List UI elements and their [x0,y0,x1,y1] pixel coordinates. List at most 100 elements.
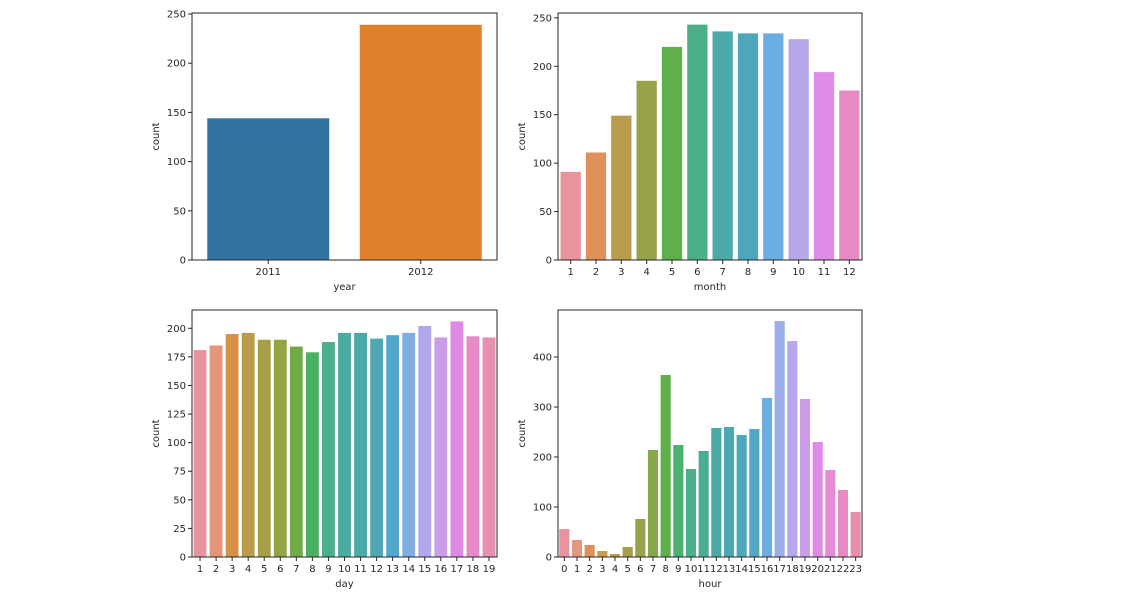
bar-hour-0 [559,529,570,557]
x-tick-label: 10 [338,564,351,575]
x-tick-label: 5 [261,564,267,575]
bar-month-11 [813,72,835,260]
bar-hour-22 [837,490,849,557]
x-tick-label: 6 [637,564,643,575]
y-axis-label: count [151,122,162,150]
bar-day-4 [241,332,255,557]
x-axis-label: year [333,282,356,293]
bar-month-4 [636,80,657,260]
bar-month-2 [585,152,607,260]
bar-day-5 [257,339,271,557]
x-tick-label: 1 [197,564,203,575]
bar-day-12 [370,338,384,557]
axes-frame [557,309,863,558]
bar-day-9 [322,342,335,557]
x-tick-label: 3 [599,564,605,575]
x-tick-label: 21 [824,564,837,575]
bar-day-1 [193,350,207,557]
x-tick-label: 2011 [256,267,281,278]
y-tick-label: 50 [173,206,186,217]
x-tick-label: 20 [811,564,824,575]
bar-hour-20 [812,442,823,557]
bar-day-10 [338,332,351,557]
subplot-hour: 0 1 2 3 4 5 6 7 8 9 10 11 12 13 14 15 16 17 18 19 20 21 22 2301… [517,309,863,590]
x-tick-label: 18 [786,564,799,575]
y-tick-label: 0 [180,553,186,564]
y-tick-label: 75 [173,467,186,478]
bar-hour-13 [723,427,735,557]
y-tick-label: 25 [173,524,186,535]
y-tick-label: 50 [173,495,186,506]
bar-month-12 [839,90,860,260]
x-tick-label: 12 [710,564,723,575]
bar-day-3 [225,334,239,557]
x-tick-label: 15 [418,564,431,575]
x-tick-label: 2 [213,564,219,575]
axes-frame [557,12,863,261]
x-tick-label: 4 [612,564,618,575]
x-tick-label: 6 [277,564,283,575]
bar-hour-14 [736,435,747,557]
x-tick-label: 11 [354,564,367,575]
x-tick-label: 13 [386,564,399,575]
x-tick-label: 19 [799,564,812,575]
x-tick-label: 3 [229,564,235,575]
x-tick-label: 8 [745,267,751,278]
x-tick-label: 9 [770,267,776,278]
x-tick-label: 7 [650,564,656,575]
bar-hour-16 [761,398,773,557]
bar-hour-9 [673,445,684,557]
x-tick-label: 19 [483,564,496,575]
y-tick-label: 100 [167,157,186,168]
x-tick-label: 9 [325,564,331,575]
bar-hour-10 [685,469,697,557]
bar-hour-15 [749,429,760,557]
x-tick-label: 5 [624,564,630,575]
x-tick-label: 18 [467,564,480,575]
subplot-day: 1 2 3 4 5 6 7 8 9 10 11 12 13 14 15 16 17 18 1902550751001… [151,309,498,590]
bar-hour-7 [647,450,659,557]
bar-hour-21 [825,470,836,557]
bar-hour-5 [622,547,633,557]
x-tick-label: 16 [761,564,774,575]
y-tick-label: 200 [167,324,186,335]
x-tick-label: 7 [293,564,299,575]
x-tick-label: 3 [618,267,624,278]
bar-month-10 [788,39,809,261]
y-tick-label: 150 [533,110,552,121]
x-tick-label: 4 [245,564,251,575]
y-tick-label: 200 [533,453,552,464]
x-tick-label: 12 [843,267,856,278]
y-tick-label: 250 [533,13,552,24]
x-axis-label: day [335,579,353,590]
bar-hour-8 [660,375,671,557]
y-tick-label: 0 [546,256,552,267]
x-tick-label: 10 [685,564,698,575]
x-tick-label: 23 [849,564,862,575]
y-tick-label: 50 [539,207,552,218]
y-axis-label: count [517,419,528,447]
x-tick-label: 8 [309,564,315,575]
bar-day-6 [273,339,287,557]
x-tick-label: 6 [694,267,700,278]
bar-day-11 [354,332,367,557]
bar-month-9 [763,33,784,261]
bar-month-7 [712,31,733,261]
x-tick-label: 9 [675,564,681,575]
bar-month-3 [611,115,632,261]
y-tick-label: 200 [167,59,186,70]
bar-year-2012 [359,24,482,261]
x-tick-label: 17 [451,564,464,575]
bar-month-6 [687,24,708,260]
x-tick-label: 7 [719,267,725,278]
bar-hour-1 [571,540,583,557]
bar-hour-11 [698,451,709,557]
y-tick-label: 125 [167,410,186,421]
x-tick-label: 2 [593,267,599,278]
bar-day-7 [289,346,303,557]
bar-hour-4 [609,554,621,557]
x-tick-label: 11 [818,267,831,278]
x-tick-label: 14 [402,564,415,575]
bar-day-17 [450,321,464,557]
